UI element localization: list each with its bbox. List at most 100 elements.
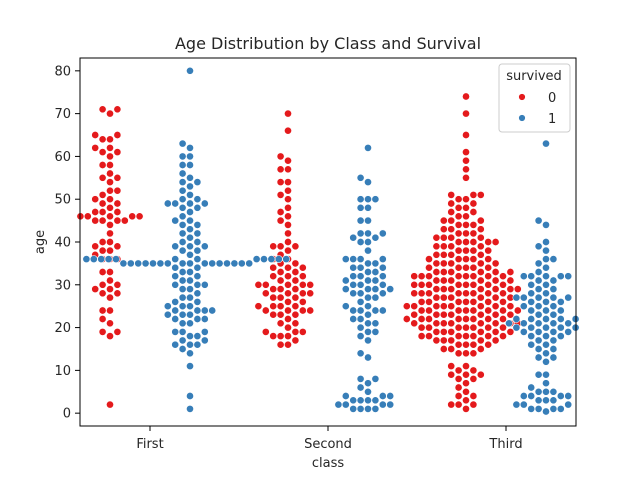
- point-second-survived-1: [356, 323, 365, 332]
- point-first-survived-1: [178, 152, 187, 161]
- point-first-survived-1: [193, 332, 202, 340]
- point-second-survived-0: [284, 195, 292, 204]
- point-second-survived-0: [284, 178, 292, 186]
- point-first-survived-1: [178, 319, 187, 328]
- point-first-survived-0: [91, 131, 100, 139]
- point-first-survived-1: [178, 238, 187, 246]
- point-second-survived-0: [254, 280, 263, 289]
- point-third-survived-0: [447, 293, 456, 302]
- point-first-survived-1: [282, 255, 291, 263]
- point-first-survived-0: [106, 178, 114, 186]
- point-second-survived-1: [356, 203, 365, 212]
- point-third-survived-0: [476, 293, 485, 302]
- point-third-survived-0: [462, 379, 470, 388]
- point-second-survived-0: [284, 203, 292, 212]
- point-third-survived-0: [469, 221, 478, 229]
- point-first-survived-1: [82, 255, 91, 263]
- point-second-survived-0: [298, 306, 307, 315]
- point-second-survived-1: [364, 319, 372, 328]
- x-axis-label: class: [312, 456, 344, 471]
- point-second-survived-0: [306, 306, 315, 315]
- point-first-survived-1: [89, 255, 98, 263]
- point-second-survived-1: [356, 405, 365, 413]
- point-third-survived-1: [534, 293, 543, 302]
- point-third-survived-0: [454, 323, 463, 332]
- point-second-survived-0: [276, 340, 285, 349]
- swarm-points: [76, 66, 580, 416]
- point-third-survived-0: [462, 362, 470, 370]
- point-first-survived-1: [237, 259, 246, 268]
- point-third-survived-0: [499, 323, 507, 332]
- point-second-survived-1: [364, 238, 372, 246]
- point-first-survived-1: [171, 263, 180, 272]
- y-tick-label: 0: [63, 407, 71, 422]
- point-third-survived-0: [454, 392, 463, 400]
- point-first-survived-0: [98, 208, 107, 216]
- point-first-survived-1: [171, 306, 180, 315]
- point-third-survived-1: [519, 400, 528, 409]
- point-second-survived-0: [306, 289, 315, 298]
- point-first-survived-1: [178, 221, 187, 229]
- point-third-survived-0: [439, 293, 448, 302]
- point-second-survived-0: [291, 319, 300, 328]
- point-third-survived-1: [556, 332, 565, 340]
- point-first-survived-0: [106, 203, 114, 212]
- point-first-survived-0: [98, 135, 107, 144]
- point-second-survived-1: [356, 216, 365, 225]
- point-third-survived-0: [462, 340, 470, 349]
- chart-title: Age Distribution by Class and Survival: [175, 34, 481, 53]
- point-second-survived-0: [276, 242, 285, 251]
- point-first-survived-1: [186, 173, 194, 182]
- point-first-survived-1: [186, 268, 194, 276]
- point-second-survived-1: [386, 285, 395, 293]
- point-third-survived-1: [549, 293, 558, 302]
- point-first-survived-0: [106, 229, 114, 238]
- point-second-survived-0: [276, 332, 285, 340]
- point-first-survived-1: [171, 216, 180, 225]
- point-second-survived-1: [364, 216, 372, 225]
- point-third-survived-0: [425, 272, 433, 281]
- point-second-survived-0: [276, 208, 285, 216]
- point-third-survived-1: [549, 405, 558, 413]
- point-second-survived-0: [291, 268, 300, 276]
- point-third-survived-0: [454, 366, 463, 375]
- y-tick-label: 70: [54, 107, 71, 122]
- point-third-survived-0: [439, 233, 448, 242]
- point-third-survived-1: [534, 353, 543, 362]
- point-third-survived-1: [534, 328, 543, 336]
- point-first-survived-0: [113, 105, 122, 114]
- point-third-survived-1: [542, 221, 550, 229]
- point-first-survived-1: [193, 289, 202, 298]
- point-third-survived-1: [534, 285, 543, 293]
- point-third-survived-0: [499, 272, 507, 281]
- point-second-survived-0: [291, 242, 300, 251]
- point-third-survived-0: [462, 246, 470, 255]
- point-third-survived-1: [527, 272, 536, 281]
- point-second-survived-0: [291, 285, 300, 293]
- y-tick-label: 80: [54, 64, 71, 79]
- point-third-survived-1: [542, 272, 550, 281]
- point-first-survived-1: [104, 255, 113, 263]
- point-second-survived-0: [276, 276, 285, 285]
- point-first-survived-1: [171, 340, 180, 349]
- point-second-survived-1: [371, 375, 380, 383]
- point-first-survived-0: [113, 328, 122, 336]
- point-first-survived-1: [178, 293, 187, 302]
- point-third-survived-0: [462, 315, 470, 323]
- point-second-survived-0: [291, 328, 300, 336]
- point-third-survived-0: [513, 285, 522, 293]
- point-second-survived-1: [341, 255, 350, 263]
- point-second-survived-1: [341, 400, 350, 409]
- point-third-survived-1: [564, 400, 573, 409]
- point-first-survived-1: [178, 310, 187, 319]
- point-second-survived-0: [254, 302, 263, 311]
- point-first-survived-1: [119, 259, 128, 268]
- point-first-survived-1: [178, 268, 187, 276]
- point-first-survived-0: [113, 131, 122, 139]
- point-third-survived-0: [469, 340, 478, 349]
- legend-title: survived: [506, 69, 562, 84]
- point-third-survived-1: [556, 323, 565, 332]
- point-second-survived-1: [349, 263, 358, 272]
- point-third-survived-0: [476, 276, 485, 285]
